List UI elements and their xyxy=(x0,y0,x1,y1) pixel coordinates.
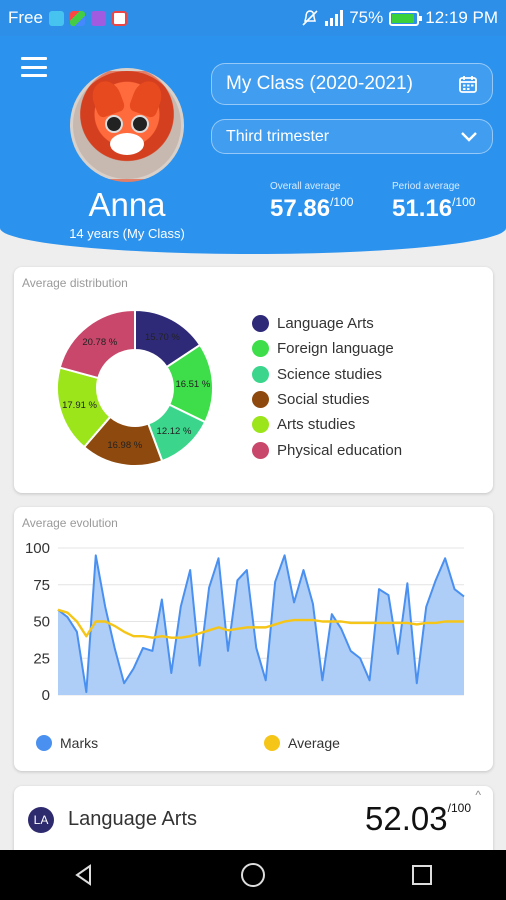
overall-average: Overall average 57.86/100 xyxy=(270,181,353,223)
pie-slice-label: 16.98 % xyxy=(107,440,142,451)
subject-name: Language Arts xyxy=(68,808,197,830)
system-nav-bar xyxy=(0,850,506,900)
subject-score-value: 52.03 xyxy=(365,800,448,837)
legend-dot-icon xyxy=(252,340,269,358)
y-tick-label: 0 xyxy=(42,687,50,704)
y-tick-label: 75 xyxy=(33,577,50,594)
legend-item[interactable]: Foreign language xyxy=(252,336,402,361)
legend-label: Arts studies xyxy=(277,416,356,434)
battery-icon xyxy=(389,10,423,26)
legend-average-label: Average xyxy=(288,735,340,751)
battery-percent: 75% xyxy=(349,8,384,27)
period-selector-label: Third trimester xyxy=(226,127,330,145)
legend-item[interactable]: Language Arts xyxy=(252,311,402,336)
period-average-max: /100 xyxy=(452,195,476,209)
pie-slice-label: 12.12 % xyxy=(157,426,192,437)
notification-app-icon xyxy=(48,10,64,26)
student-name: Anna xyxy=(88,186,166,223)
marks-line xyxy=(57,554,465,694)
legend-dot-icon xyxy=(252,416,269,434)
legend-dot-icon xyxy=(252,391,269,409)
average-distribution-card: Average distribution 15.70 % 16.51 % 12.12… xyxy=(14,267,493,493)
clock: 12:19 PM xyxy=(425,8,498,27)
period-selector[interactable]: Third trimester xyxy=(211,119,493,154)
evolution-area-chart[interactable]: 0 25 50 75 100 xyxy=(14,507,493,722)
pie-slice-label: 20.78 % xyxy=(82,337,117,348)
legend-label: Language Arts xyxy=(277,315,374,333)
chevron-down-icon xyxy=(461,131,477,142)
legend-item[interactable]: Physical education xyxy=(252,437,402,462)
pie-slice xyxy=(58,309,136,380)
collapse-caret-icon[interactable]: ^ xyxy=(475,788,481,802)
subject-card[interactable]: ^ LA Language Arts 52.03/100 xyxy=(14,786,493,856)
mute-icon xyxy=(302,10,318,26)
marks-area xyxy=(58,555,464,695)
recents-icon[interactable] xyxy=(402,855,442,895)
overall-average-value: 57.86 xyxy=(270,195,331,222)
period-average-label: Period average xyxy=(392,181,460,192)
carrier-label: Free xyxy=(8,8,43,27)
class-selector-label: My Class (2020-2021) xyxy=(226,73,413,94)
legend-item[interactable]: Arts studies xyxy=(252,412,402,437)
legend-label: Science studies xyxy=(277,365,383,383)
subject-score-max: /100 xyxy=(447,801,471,815)
distribution-title: Average distribution xyxy=(22,276,128,290)
legend-item[interactable]: Social studies xyxy=(252,387,402,412)
legend-label: Social studies xyxy=(277,391,370,409)
student-subtitle: 14 years (My Class) xyxy=(69,226,185,241)
period-average: Period average 51.16/100 xyxy=(392,181,475,223)
legend-dot-icon xyxy=(252,365,269,383)
class-selector[interactable]: My Class (2020-2021) xyxy=(211,63,493,105)
average-evolution-card: Average evolution 0 25 50 75 100 Marks Avera… xyxy=(14,507,493,771)
marks-dot-icon xyxy=(36,735,52,751)
legend-label: Physical education xyxy=(277,441,403,459)
legend-marks-label: Marks xyxy=(60,735,99,751)
legend-dot-icon xyxy=(252,441,269,459)
overall-average-max: /100 xyxy=(330,195,354,209)
evolution-title: Average evolution xyxy=(22,516,118,530)
notification-app2-icon xyxy=(90,10,106,26)
calendar-icon xyxy=(459,76,477,93)
legend-label: Foreign language xyxy=(277,340,394,358)
y-tick-label: 50 xyxy=(33,614,50,631)
legend-average[interactable]: Average xyxy=(264,735,340,751)
period-average-value: 51.16 xyxy=(392,195,453,222)
signal-icon xyxy=(325,10,344,26)
profile-header: Anna 14 years (My Class) My Class (2020-… xyxy=(0,36,506,254)
legend-dot-icon xyxy=(252,315,269,333)
pie-slice-label: 17.91 % xyxy=(62,400,97,411)
home-icon[interactable] xyxy=(233,855,273,895)
back-icon[interactable] xyxy=(64,855,104,895)
legend-item[interactable]: Science studies xyxy=(252,362,402,387)
distribution-legend: Language Arts Foreign language Science stu… xyxy=(252,311,402,463)
subject-badge: LA xyxy=(28,807,54,833)
avatar[interactable] xyxy=(70,68,184,182)
menu-icon[interactable] xyxy=(21,57,47,77)
y-tick-label: 25 xyxy=(33,650,50,667)
subject-score: 52.03/100 xyxy=(365,800,471,838)
legend-marks[interactable]: Marks xyxy=(36,735,98,751)
pie-slice-label: 16.51 % xyxy=(175,379,210,390)
notification-photos-icon xyxy=(69,10,85,26)
status-bar: Free 75% 12:19 PM xyxy=(0,0,506,36)
y-tick-label: 100 xyxy=(25,540,50,557)
gmail-icon xyxy=(111,10,127,26)
distribution-donut-chart[interactable]: 15.70 % 16.51 % 12.12 % 16.98 % 17.91 % 20.78… xyxy=(56,309,214,467)
average-line xyxy=(57,608,464,639)
average-dot-icon xyxy=(264,735,280,751)
pie-slice-label: 15.70 % xyxy=(145,332,180,343)
overall-average-label: Overall average xyxy=(270,181,341,192)
